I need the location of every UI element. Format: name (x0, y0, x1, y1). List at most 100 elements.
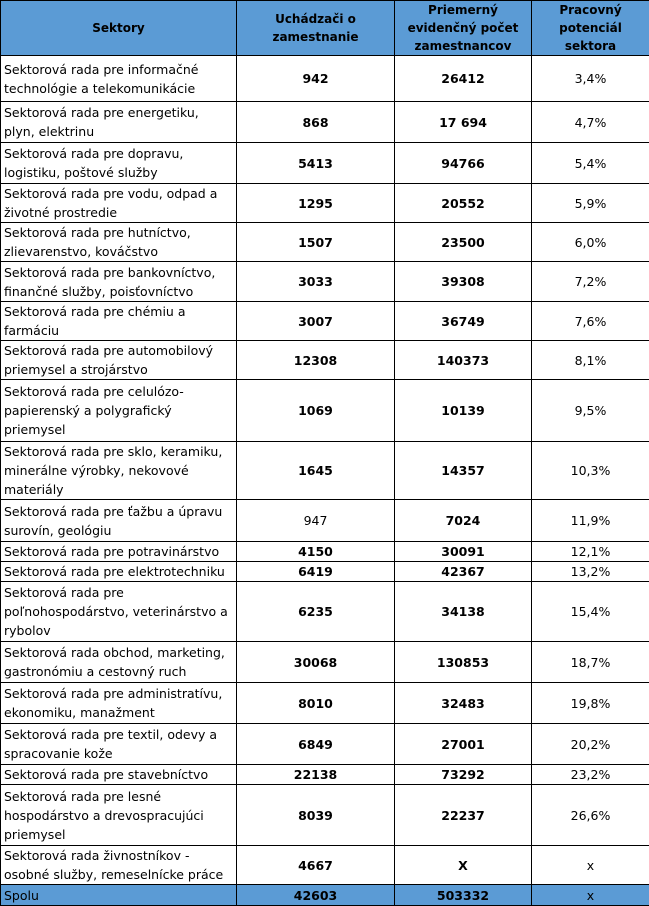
sector-cell: Sektorová rada pre informačné technológi… (1, 56, 237, 102)
sector-cell: Sektorová rada pre bankovníctvo, finančn… (1, 262, 237, 302)
sector-cell: Sektorová rada pre chémiu a farmáciu (1, 302, 237, 341)
header-cell: Priemerný evidenčný počet zamestnancov (395, 1, 532, 56)
value-cell: 17 694 (395, 102, 532, 143)
value-cell: 3007 (237, 302, 395, 341)
value-cell: 11,9% (532, 500, 649, 542)
value-cell: 4667 (237, 846, 395, 885)
sector-cell: Sektorová rada pre sklo, keramiku, miner… (1, 442, 237, 500)
table-row: Sektorová rada pre vodu, odpad a životné… (1, 184, 649, 223)
sector-cell: Sektorová rada pre poľnohospodárstvo, ve… (1, 582, 237, 642)
value-cell: 18,7% (532, 642, 649, 683)
value-cell: 10139 (395, 380, 532, 442)
value-cell: 15,4% (532, 582, 649, 642)
value-cell: 1295 (237, 184, 395, 223)
value-cell: 94766 (395, 143, 532, 184)
sector-cell: Sektorová rada pre energetiku, plyn, ele… (1, 102, 237, 143)
value-cell: 947 (237, 500, 395, 542)
value-cell: 22237 (395, 785, 532, 846)
table-row: Sektorová rada pre lesné hospodárstvo a … (1, 785, 649, 846)
value-cell: 942 (237, 56, 395, 102)
value-cell: 9,5% (532, 380, 649, 442)
sector-cell: Sektorová rada pre vodu, odpad a životné… (1, 184, 237, 223)
value-cell: 6849 (237, 724, 395, 765)
table-row: Sektorová rada obchod, marketing, gastro… (1, 642, 649, 683)
table-row: Sektorová rada pre sklo, keramiku, miner… (1, 442, 649, 500)
sector-cell: Sektorová rada živnostníkov - osobné slu… (1, 846, 237, 885)
value-cell: 14357 (395, 442, 532, 500)
value-cell: 42367 (395, 562, 532, 582)
table-row: Sektorová rada pre informačné technológi… (1, 56, 649, 102)
value-cell: 32483 (395, 683, 532, 724)
total-label: Spolu (1, 885, 237, 906)
value-cell: 30091 (395, 542, 532, 562)
value-cell: 19,8% (532, 683, 649, 724)
table-row: Sektorová rada pre automobilový priemyse… (1, 341, 649, 380)
sector-cell: Sektorová rada obchod, marketing, gastro… (1, 642, 237, 683)
value-cell: 6419 (237, 562, 395, 582)
value-cell: 73292 (395, 765, 532, 785)
value-cell: 10,3% (532, 442, 649, 500)
value-cell: 26412 (395, 56, 532, 102)
value-cell: 140373 (395, 341, 532, 380)
value-cell: 5,9% (532, 184, 649, 223)
value-cell: 3,4% (532, 56, 649, 102)
value-cell: 30068 (237, 642, 395, 683)
sector-cell: Sektorová rada pre automobilový priemyse… (1, 341, 237, 380)
total-cell: 42603 (237, 885, 395, 906)
value-cell: 27001 (395, 724, 532, 765)
value-cell: 8039 (237, 785, 395, 846)
value-cell: 7024 (395, 500, 532, 542)
sector-cell: Sektorová rada pre ťažbu a úpravu suroví… (1, 500, 237, 542)
value-cell: 20552 (395, 184, 532, 223)
value-cell: 26,6% (532, 785, 649, 846)
value-cell: 12,1% (532, 542, 649, 562)
table-row: Sektorová rada pre textil, odevy a sprac… (1, 724, 649, 765)
value-cell: 22138 (237, 765, 395, 785)
value-cell: 39308 (395, 262, 532, 302)
value-cell: x (532, 846, 649, 885)
sector-cell: Sektorová rada pre elektrotechniku (1, 562, 237, 582)
value-cell: 3033 (237, 262, 395, 302)
sector-cell: Sektorová rada pre potravinárstvo (1, 542, 237, 562)
sector-cell: Sektorová rada pre celulózo-papierenský … (1, 380, 237, 442)
sector-cell: Sektorová rada pre lesné hospodárstvo a … (1, 785, 237, 846)
value-cell: 7,2% (532, 262, 649, 302)
header-cell: Sektory (1, 1, 237, 56)
table-row: Sektorová rada pre energetiku, plyn, ele… (1, 102, 649, 143)
value-cell: 1507 (237, 223, 395, 262)
table-row: Sektorová rada pre hutníctvo, zlievarens… (1, 223, 649, 262)
value-cell: 130853 (395, 642, 532, 683)
value-cell: 12308 (237, 341, 395, 380)
value-cell: 4,7% (532, 102, 649, 143)
sector-cell: Sektorová rada pre dopravu, logistiku, p… (1, 143, 237, 184)
sector-cell: Sektorová rada pre stavebníctvo (1, 765, 237, 785)
total-cell: x (532, 885, 649, 906)
value-cell: X (395, 846, 532, 885)
value-cell: 23,2% (532, 765, 649, 785)
value-cell: 36749 (395, 302, 532, 341)
table-row: Sektorová rada pre celulózo-papierenský … (1, 380, 649, 442)
value-cell: 1069 (237, 380, 395, 442)
table-row: Sektorová rada živnostníkov - osobné slu… (1, 846, 649, 885)
table-row: Sektorová rada pre dopravu, logistiku, p… (1, 143, 649, 184)
value-cell: 8010 (237, 683, 395, 724)
value-cell: 1645 (237, 442, 395, 500)
value-cell: 868 (237, 102, 395, 143)
value-cell: 4150 (237, 542, 395, 562)
value-cell: 5,4% (532, 143, 649, 184)
sector-cell: Sektorová rada pre hutníctvo, zlievarens… (1, 223, 237, 262)
sector-cell: Sektorová rada pre administratívu, ekono… (1, 683, 237, 724)
table-row: Sektorová rada pre ťažbu a úpravu suroví… (1, 500, 649, 542)
table-row: Sektorová rada pre bankovníctvo, finančn… (1, 262, 649, 302)
sector-cell: Sektorová rada pre textil, odevy a sprac… (1, 724, 237, 765)
total-cell: 503332 (395, 885, 532, 906)
value-cell: 13,2% (532, 562, 649, 582)
table-row: Sektorová rada pre administratívu, ekono… (1, 683, 649, 724)
